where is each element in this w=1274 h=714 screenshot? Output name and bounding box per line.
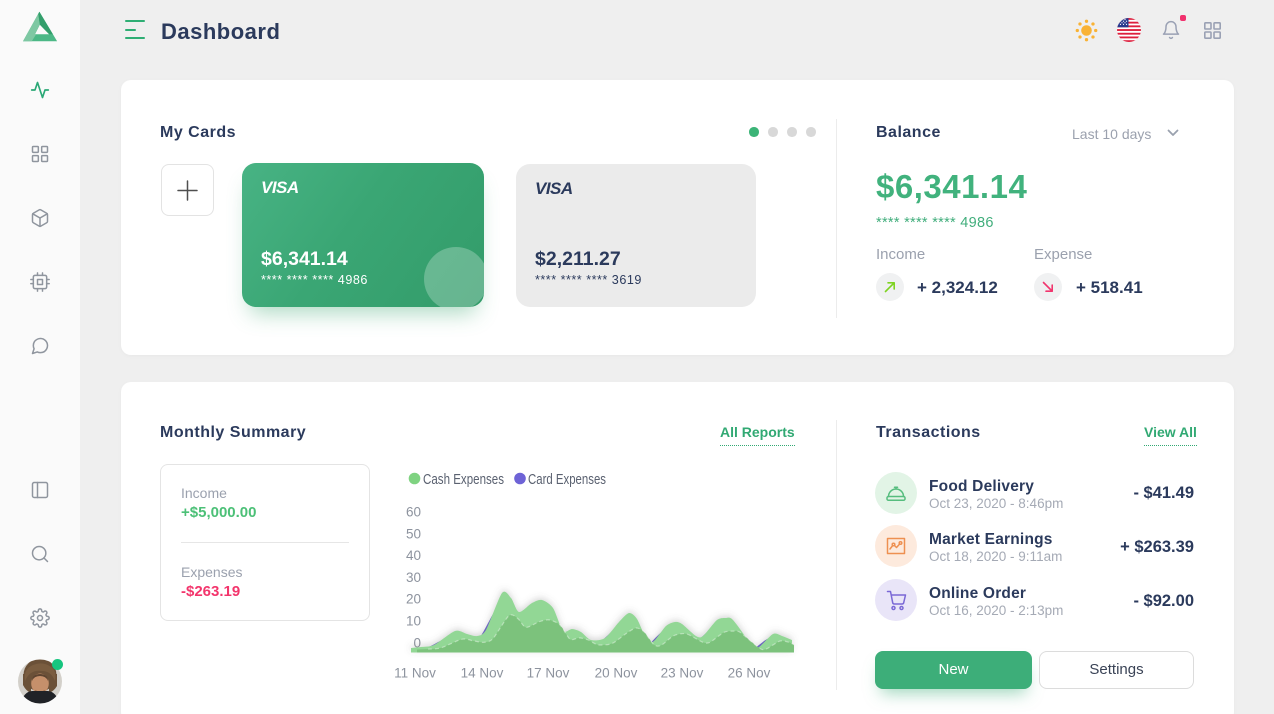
svg-text:60: 60 xyxy=(406,505,421,520)
svg-text:0: 0 xyxy=(413,636,421,651)
svg-text:50: 50 xyxy=(406,527,421,542)
svg-text:23 Nov: 23 Nov xyxy=(661,666,704,681)
svg-text:10: 10 xyxy=(406,614,421,629)
svg-text:Cash Expenses: Cash Expenses xyxy=(423,472,504,488)
svg-text:26 Nov: 26 Nov xyxy=(728,666,771,681)
svg-text:20 Nov: 20 Nov xyxy=(595,666,638,681)
svg-text:11 Nov: 11 Nov xyxy=(394,666,436,681)
svg-text:14 Nov: 14 Nov xyxy=(461,666,504,681)
svg-text:40: 40 xyxy=(406,548,421,563)
svg-text:Card Expenses: Card Expenses xyxy=(528,472,606,488)
svg-text:17 Nov: 17 Nov xyxy=(527,666,570,681)
svg-text:30: 30 xyxy=(406,570,421,585)
svg-text:20: 20 xyxy=(406,592,421,607)
